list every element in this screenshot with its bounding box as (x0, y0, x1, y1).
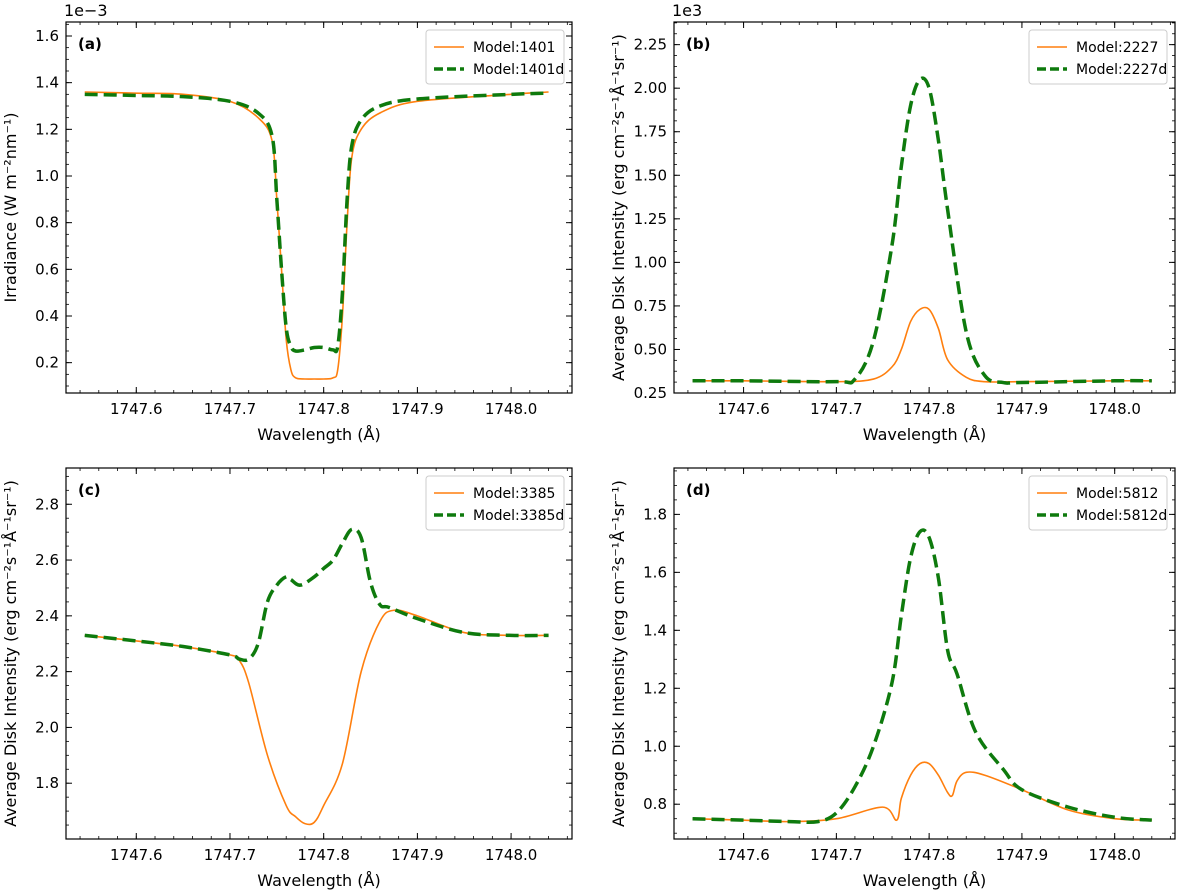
y-tick-label: 1.6 (643, 563, 667, 581)
y-axis-label: Average Disk Intensity (erg cm⁻²s⁻¹Å⁻¹sr… (1, 480, 20, 827)
x-tick-label: 1747.8 (297, 846, 350, 864)
chart-panel-3: 1747.6 1747.7 1747.8 1747.9 1748.0 1.8 2.0 2.2 2… (1, 467, 573, 890)
y-tick-label: 2.6 (35, 551, 59, 569)
panel-label: (a) (78, 35, 102, 53)
legend-entry: Model:3385d (473, 508, 564, 524)
legend: Model:1401 Model:1401d (425, 29, 565, 85)
x-tick-label: 1747.7 (810, 846, 863, 864)
plot-frame (65, 467, 573, 840)
chart-panel-4: 1747.6 1747.7 1747.8 1747.9 1748.0 0.8 1.0 1.2 1… (609, 467, 1176, 890)
y-tick-label: 0.2 (35, 354, 59, 372)
series-line-model (692, 761, 1152, 823)
y-tick-label: 1.0 (643, 737, 667, 755)
legend-entry: Model:2227d (1076, 62, 1167, 78)
panel-label: (d) (686, 481, 710, 499)
y-tick-label: 1.0 (35, 167, 59, 185)
x-tick-label: 1747.8 (903, 400, 956, 418)
series-group (84, 91, 549, 380)
legend: Model:2227 Model:2227d (1028, 29, 1168, 85)
x-tick-label: 1747.6 (110, 846, 163, 864)
series-line-model-d (692, 76, 1152, 385)
x-tick-label: 1747.9 (996, 846, 1049, 864)
x-axis-label: Wavelength (Å) (863, 871, 986, 890)
x-tick-label: 1747.9 (391, 846, 444, 864)
y-tick-label: 2.25 (634, 36, 667, 54)
y-tick-label: 0.4 (35, 307, 59, 325)
x-tick-label: 1747.9 (996, 400, 1049, 418)
y-tick-label: 0.8 (643, 795, 667, 813)
series-group (692, 528, 1152, 825)
y-tick-label: 1.00 (634, 253, 667, 271)
legend-entry: Model:1401d (473, 62, 564, 78)
y-tick-label: 0.25 (634, 384, 667, 402)
x-axis-label: Wavelength (Å) (257, 425, 380, 444)
series-line-model-d (84, 527, 549, 663)
y-axis-label: Irradiance (W m⁻²nm⁻¹) (1, 112, 20, 302)
series-line-model-d (84, 91, 549, 354)
y-tick-label: 1.4 (643, 621, 667, 639)
y-tick-label: 1.25 (634, 210, 667, 228)
series-line-model (84, 609, 549, 826)
x-tick-label: 1747.9 (391, 400, 444, 418)
legend-entry: Model:5812d (1076, 508, 1167, 524)
y-tick-label: 2.4 (35, 607, 59, 625)
y-tick-label: 0.6 (35, 260, 59, 278)
legend: Model:3385 Model:3385d (425, 475, 565, 531)
y-tick-label: 2.2 (35, 663, 59, 681)
legend-entry: Model:3385 (473, 486, 555, 502)
x-axis-label: Wavelength (Å) (257, 871, 380, 890)
x-tick-label: 1747.7 (204, 400, 257, 418)
y-axis-exponent: 1e−3 (64, 1, 108, 20)
y-axis-label: Average Disk Intensity (erg cm⁻²s⁻¹Å⁻¹sr… (609, 480, 628, 827)
x-tick-label: 1747.8 (297, 400, 350, 418)
y-tick-label: 1.75 (634, 123, 667, 141)
chart-panel-2: 1747.6 1747.7 1747.8 1747.9 1748.0 0.25 0.50 0.… (609, 1, 1176, 444)
y-tick-label: 1.50 (634, 166, 667, 184)
x-tick-label: 1748.0 (485, 846, 538, 864)
x-tick-label: 1747.6 (717, 846, 770, 864)
legend-entry: Model:5812 (1076, 486, 1158, 502)
y-tick-label: 1.4 (35, 74, 59, 92)
legend: Model:5812 Model:5812d (1028, 475, 1168, 531)
legend-entry: Model:1401 (473, 40, 555, 56)
y-tick-label: 0.50 (634, 340, 667, 358)
panel-label: (c) (78, 481, 101, 499)
plot-frame (673, 21, 1176, 394)
y-axis-label: Average Disk Intensity (erg cm⁻²s⁻¹Å⁻¹sr… (609, 34, 628, 381)
y-tick-label: 2.0 (35, 718, 59, 736)
y-tick-label: 0.8 (35, 214, 59, 232)
x-tick-label: 1747.7 (204, 846, 257, 864)
y-tick-label: 0.75 (634, 297, 667, 315)
y-tick-label: 1.8 (643, 505, 667, 523)
series-group (84, 527, 549, 826)
y-tick-label: 1.2 (643, 679, 667, 697)
panel-label: (b) (686, 35, 710, 53)
y-tick-label: 1.6 (35, 27, 59, 45)
x-tick-label: 1747.6 (717, 400, 770, 418)
x-tick-label: 1748.0 (1088, 400, 1141, 418)
y-tick-label: 2.00 (634, 79, 667, 97)
x-tick-label: 1747.8 (903, 846, 956, 864)
legend-entry: Model:2227 (1076, 40, 1158, 56)
series-group (692, 76, 1152, 385)
x-tick-label: 1748.0 (1088, 846, 1141, 864)
series-line-model-d (692, 528, 1152, 825)
plot-frame (65, 21, 573, 394)
y-tick-label: 1.2 (35, 120, 59, 138)
x-tick-label: 1748.0 (485, 400, 538, 418)
x-axis-label: Wavelength (Å) (863, 425, 986, 444)
y-axis-exponent: 1e3 (672, 1, 702, 20)
plot-frame (673, 467, 1176, 840)
chart-panel-1: 1747.6 1747.7 1747.8 1747.9 1748.0 0.2 0.4 0.6 0… (1, 1, 573, 444)
y-tick-label: 1.8 (35, 774, 59, 792)
series-line-model (84, 91, 549, 380)
x-tick-label: 1747.7 (810, 400, 863, 418)
series-line-model (692, 306, 1152, 383)
x-tick-label: 1747.6 (110, 400, 163, 418)
y-tick-label: 2.8 (35, 495, 59, 513)
